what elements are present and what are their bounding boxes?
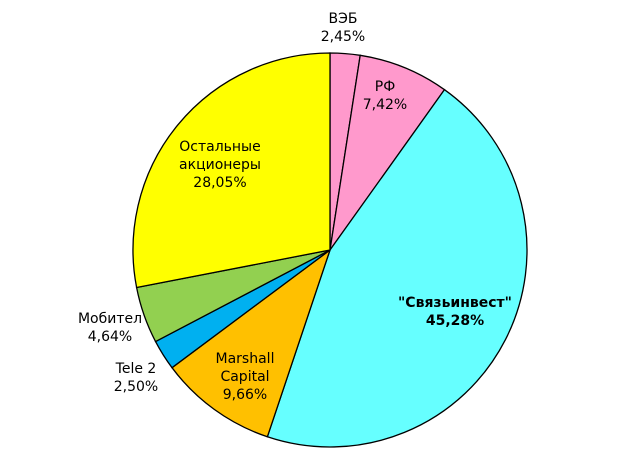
slice-name: Tele 2: [115, 361, 157, 377]
pie-slice: [266, 88, 528, 448]
slice-label: "Связьинвест" 45,28%: [375, 294, 535, 330]
slice-label: Marshall Capital 9,66%: [205, 350, 285, 404]
pie-slice: [132, 52, 331, 289]
slice-label: РФ 7,42%: [355, 78, 415, 114]
slice-name: ВЭБ: [328, 11, 358, 27]
pie-slice: [171, 248, 332, 438]
slice-value: 2,50%: [113, 379, 159, 395]
slice-name: "Связьинвест": [398, 295, 512, 311]
slice-label: Мобител 4,64%: [70, 310, 150, 346]
slice-name: РФ: [374, 79, 396, 95]
slice-value: 2,45%: [320, 29, 366, 45]
slice-label: ВЭБ 2,45%: [313, 10, 373, 46]
slice-value: 45,28%: [425, 313, 485, 329]
slice-value: 28,05%: [193, 175, 247, 191]
slice-value: 7,42%: [362, 97, 408, 113]
slice-label: Остальные акционеры 28,05%: [170, 138, 270, 192]
slice-value: 9,66%: [222, 387, 268, 403]
slice-value: 4,64%: [87, 329, 133, 345]
slice-name: Мобител: [77, 311, 143, 327]
slice-label: Tele 2 2,50%: [106, 360, 166, 396]
slice-name: Остальные акционеры: [179, 139, 261, 173]
slice-name: Marshall Capital: [215, 351, 275, 385]
